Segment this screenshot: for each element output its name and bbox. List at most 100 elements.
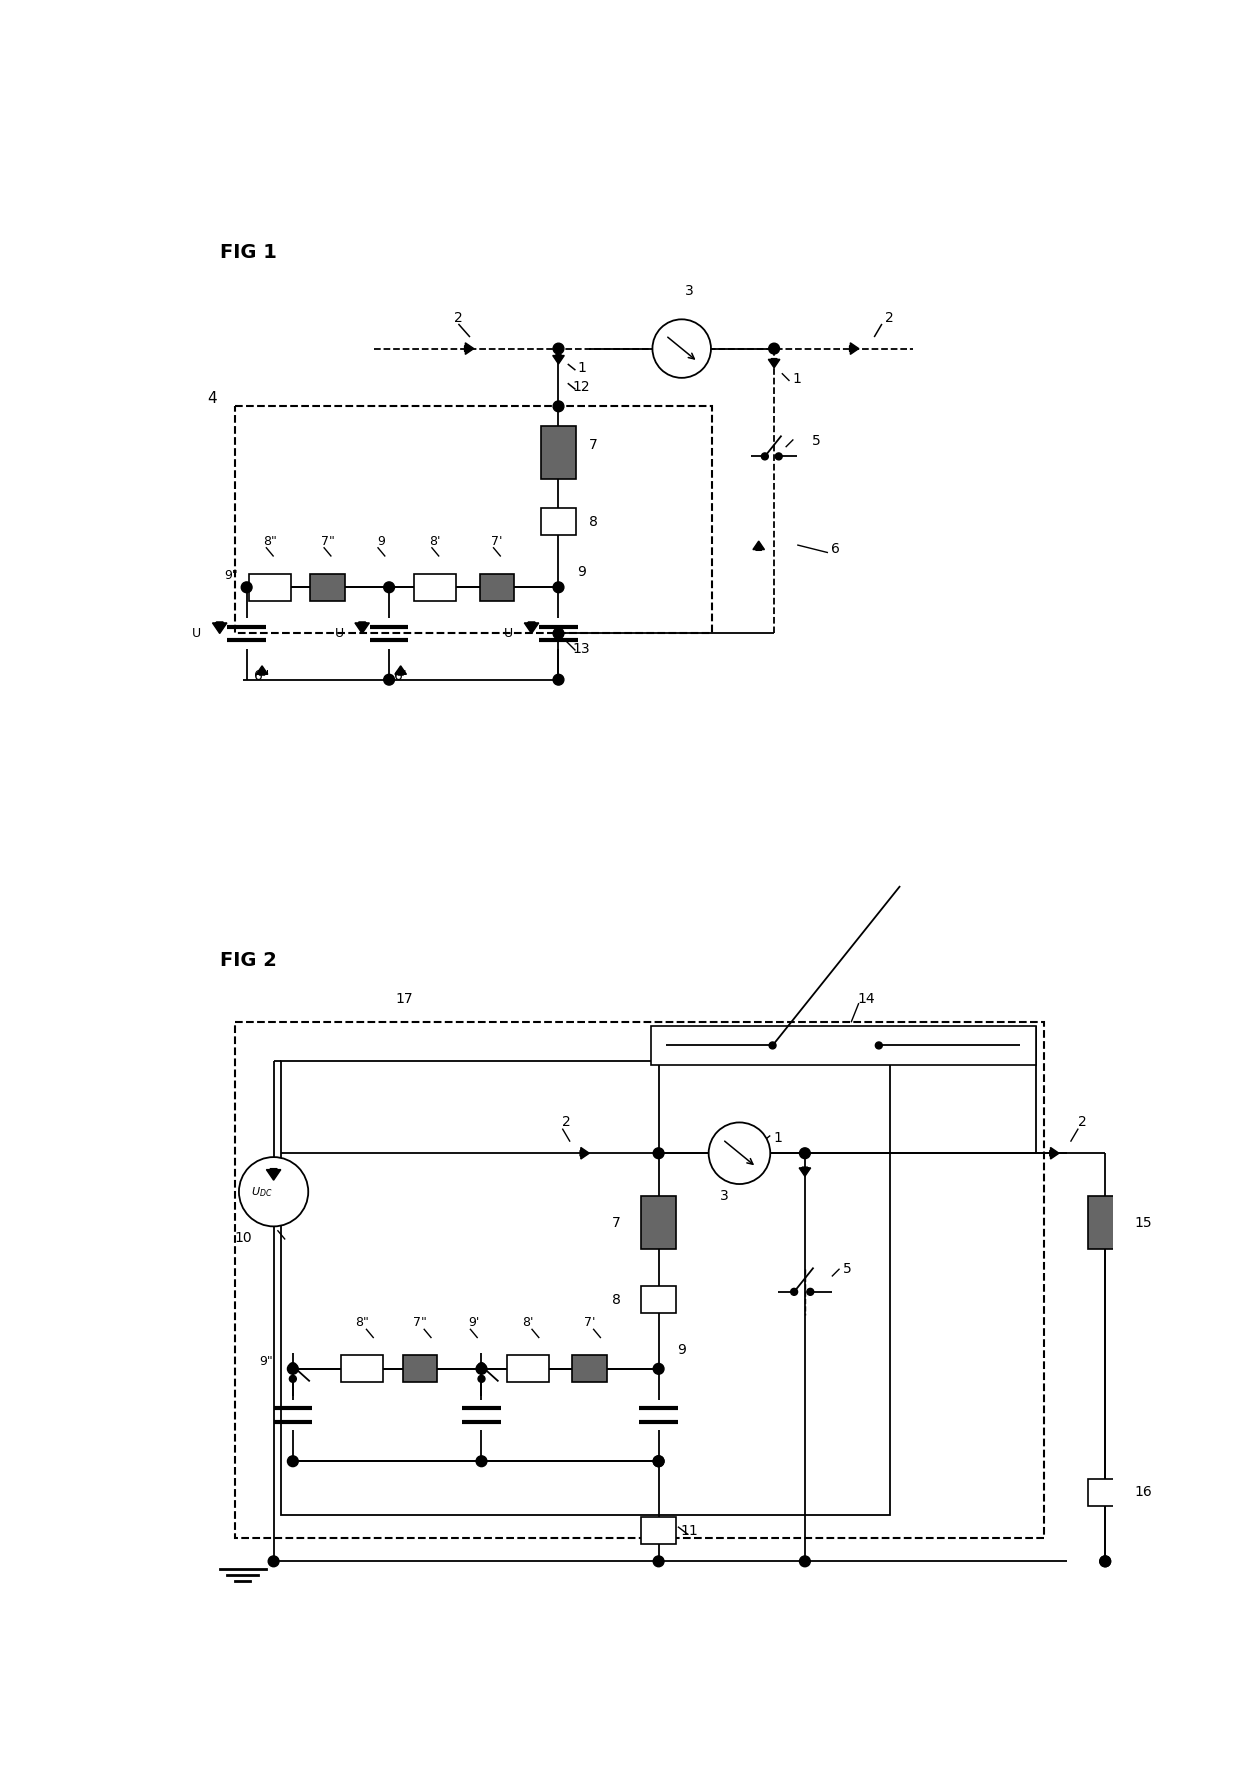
Bar: [641, 1287, 676, 1313]
Bar: [281, 1060, 889, 1515]
Text: 7: 7: [611, 1215, 621, 1230]
Circle shape: [653, 1556, 663, 1566]
Text: 9: 9: [577, 565, 587, 579]
FancyArrow shape: [553, 355, 564, 364]
FancyArrow shape: [212, 622, 227, 633]
Bar: [572, 1356, 606, 1383]
FancyArrow shape: [525, 622, 538, 633]
Circle shape: [289, 1376, 296, 1383]
Circle shape: [553, 674, 564, 684]
Text: 12: 12: [573, 380, 590, 394]
Circle shape: [800, 1556, 810, 1566]
Text: 9": 9": [259, 1354, 273, 1367]
Text: U: U: [335, 627, 343, 640]
Text: 2: 2: [1078, 1116, 1086, 1130]
Text: 9": 9": [224, 568, 238, 583]
Circle shape: [769, 344, 780, 355]
FancyArrow shape: [769, 358, 780, 367]
Text: 9: 9: [677, 1342, 686, 1356]
FancyArrow shape: [580, 1148, 589, 1158]
Text: U: U: [503, 627, 513, 640]
Bar: [651, 1026, 1035, 1064]
Circle shape: [807, 1288, 813, 1296]
Bar: [403, 1356, 438, 1383]
Text: 7': 7': [491, 535, 502, 547]
FancyArrow shape: [394, 666, 407, 675]
Circle shape: [652, 319, 711, 378]
Text: 1: 1: [792, 372, 801, 387]
Text: 2: 2: [454, 310, 463, 324]
Circle shape: [476, 1456, 487, 1467]
Text: 1: 1: [774, 1132, 782, 1144]
Bar: [1087, 1196, 1122, 1249]
Circle shape: [288, 1456, 299, 1467]
FancyArrow shape: [799, 1167, 811, 1176]
Bar: [414, 574, 456, 601]
Text: $U_{DC}$: $U_{DC}$: [252, 1185, 273, 1199]
Text: 11: 11: [681, 1524, 698, 1538]
Circle shape: [761, 453, 769, 460]
Text: 8': 8': [429, 535, 441, 547]
Circle shape: [800, 1148, 810, 1158]
Bar: [236, 406, 713, 633]
Circle shape: [653, 1363, 663, 1374]
Circle shape: [553, 627, 564, 640]
Text: 7": 7": [321, 535, 335, 547]
FancyArrow shape: [1050, 1148, 1059, 1158]
Circle shape: [289, 1363, 296, 1370]
Text: 10: 10: [234, 1231, 252, 1246]
Circle shape: [479, 1376, 485, 1383]
Bar: [541, 426, 575, 479]
Text: 16: 16: [1135, 1484, 1152, 1499]
Text: 15: 15: [1135, 1215, 1152, 1230]
Circle shape: [653, 1456, 663, 1467]
Text: 7': 7': [584, 1317, 595, 1329]
Circle shape: [553, 401, 564, 412]
Text: 9: 9: [377, 535, 386, 547]
Circle shape: [383, 674, 394, 684]
Text: 6: 6: [831, 542, 841, 556]
FancyArrow shape: [465, 342, 474, 355]
Text: 14: 14: [858, 993, 875, 1007]
Circle shape: [769, 1042, 776, 1050]
Text: 7": 7": [413, 1317, 427, 1329]
FancyArrow shape: [355, 622, 370, 633]
Text: 17: 17: [396, 993, 413, 1007]
Bar: [641, 1516, 676, 1543]
Text: FIG 2: FIG 2: [219, 952, 277, 969]
Text: FIG 1: FIG 1: [219, 242, 277, 262]
Bar: [248, 574, 291, 601]
Circle shape: [383, 583, 394, 593]
Text: 1: 1: [577, 360, 587, 374]
Text: U: U: [192, 627, 201, 640]
Circle shape: [653, 1148, 663, 1158]
Circle shape: [479, 1363, 485, 1370]
Circle shape: [875, 1042, 883, 1050]
FancyArrow shape: [257, 666, 268, 675]
Circle shape: [553, 583, 564, 593]
Circle shape: [775, 453, 782, 460]
Circle shape: [708, 1123, 770, 1183]
Circle shape: [1100, 1556, 1111, 1566]
Circle shape: [1100, 1556, 1111, 1566]
Circle shape: [553, 344, 564, 355]
Text: 13: 13: [573, 642, 590, 656]
Text: 3: 3: [719, 1189, 728, 1203]
Bar: [641, 1196, 676, 1249]
Circle shape: [242, 583, 252, 593]
Bar: [506, 1356, 549, 1383]
Circle shape: [476, 1363, 487, 1374]
Text: 5: 5: [812, 435, 821, 447]
Text: 8": 8": [263, 535, 277, 547]
Text: 5: 5: [843, 1262, 852, 1276]
Circle shape: [268, 1556, 279, 1566]
Circle shape: [653, 1456, 663, 1467]
Text: 6': 6': [394, 668, 407, 683]
Text: 6": 6": [254, 668, 270, 683]
Text: 3: 3: [684, 283, 693, 298]
FancyArrow shape: [849, 342, 859, 355]
Bar: [541, 508, 575, 535]
Text: 8: 8: [611, 1292, 621, 1306]
Circle shape: [288, 1363, 299, 1374]
Circle shape: [791, 1288, 797, 1296]
